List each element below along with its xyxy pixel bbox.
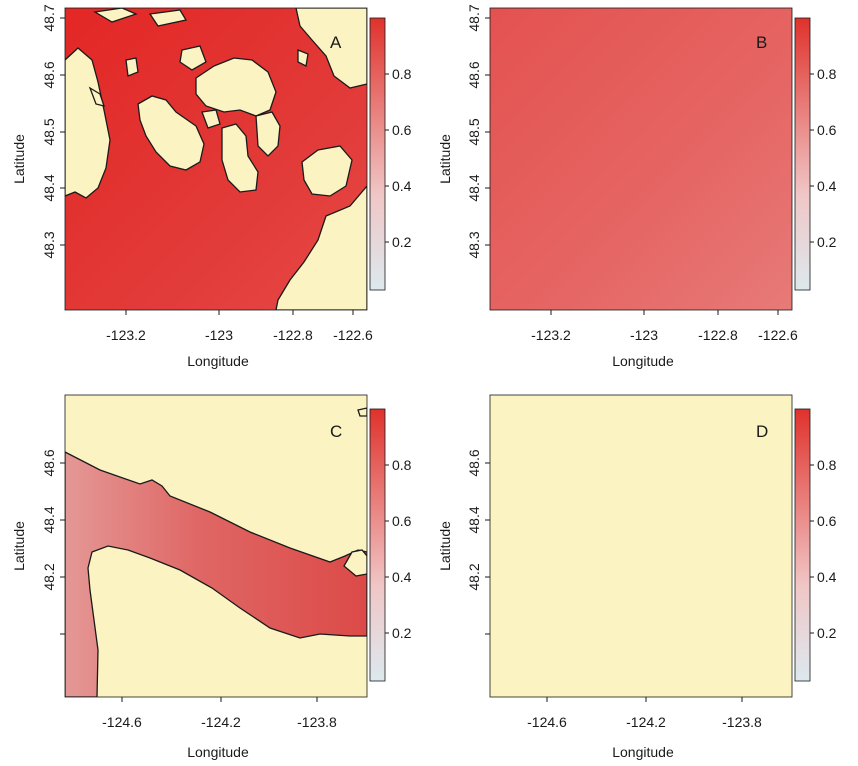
panel-a-cbar-tick-2: 0.6 xyxy=(392,122,412,138)
panel-a-x-axis: -123.2 -123 -122.8 -122.6 Longitude xyxy=(106,310,373,369)
panel-c-xtick-3: -123.8 xyxy=(297,714,337,730)
panel-a-ytick-2: 48.6 xyxy=(41,61,57,88)
panel-d-cbar-tick-3: 0.4 xyxy=(817,569,837,585)
panel-a-xtick-3: -122.8 xyxy=(273,327,313,343)
panel-b-ytick-3: 48.5 xyxy=(466,118,482,145)
panel-c-cbar-tick-1: 0.8 xyxy=(392,457,412,473)
panel-d-cbar-tick-2: 0.6 xyxy=(817,513,837,529)
panel-d-ytick-3: 48.2 xyxy=(466,563,482,590)
panel-d-y-axis: 48.6 48.4 48.2 Latitude xyxy=(437,449,490,634)
panel-c-letter: C xyxy=(330,422,342,441)
panel-c-cbar-tick-4: 0.2 xyxy=(392,625,412,641)
panel-c-y-axis: 48.6 48.4 48.2 Latitude xyxy=(11,449,65,634)
panel-a-ytick-5: 48.3 xyxy=(41,231,57,258)
panel-d-cbar-tick-1: 0.8 xyxy=(817,457,837,473)
panel-b-x-axis: -123.2 -123 -122.8 -122.6 Longitude xyxy=(531,310,798,369)
panel-c-y-label: Latitude xyxy=(11,521,27,571)
panel-a-cbar-tick-1: 0.8 xyxy=(392,66,412,82)
panel-b-x-label: Longitude xyxy=(612,353,674,369)
panel-b-cbar-tick-2: 0.6 xyxy=(817,122,837,138)
panel-d-xtick-3: -123.8 xyxy=(722,714,762,730)
panel-b-xtick-4: -122.6 xyxy=(758,327,798,343)
panel-b-ytick-2: 48.6 xyxy=(466,61,482,88)
panel-a-cbar-tick-4: 0.2 xyxy=(392,234,412,250)
panel-a: A 48.7 48.6 48.5 48.4 48.3 Latitude -123… xyxy=(11,4,412,369)
panel-c-xtick-1: -124.6 xyxy=(102,714,142,730)
panel-c-ytick-2: 48.4 xyxy=(41,506,57,533)
panel-d-cbar-tick-4: 0.2 xyxy=(817,625,837,641)
panel-a-y-axis: 48.7 48.6 48.5 48.4 48.3 Latitude xyxy=(11,4,65,258)
panel-b-xtick-1: -123.2 xyxy=(531,327,571,343)
panel-c-cbar-tick-3: 0.4 xyxy=(392,569,412,585)
land-islet-ne xyxy=(358,408,367,416)
panel-b-y-label: Latitude xyxy=(437,134,453,184)
panel-d-letter: D xyxy=(756,422,768,441)
panel-a-ytick-4: 48.4 xyxy=(41,174,57,201)
panel-d-x-axis: -124.6 -124.2 -123.8 Longitude xyxy=(527,697,762,760)
panel-d-xtick-2: -124.2 xyxy=(626,714,666,730)
panel-c-colorbar: 0.8 0.6 0.4 0.2 xyxy=(370,409,412,681)
panel-b-y-axis: 48.7 48.6 48.5 48.4 48.3 Latitude xyxy=(437,4,490,258)
panel-c-xtick-2: -124.2 xyxy=(201,714,241,730)
land-islet-4 xyxy=(126,58,138,76)
panel-d: D 48.6 48.4 48.2 Latitude -124.6 -124.2 … xyxy=(437,395,837,760)
panel-a-ytick-1: 48.7 xyxy=(41,4,57,31)
panel-d-y-label: Latitude xyxy=(437,521,453,571)
panel-b-cbar-tick-4: 0.2 xyxy=(817,234,837,250)
panel-d-ytick-1: 48.6 xyxy=(466,449,482,476)
panel-b-xtick-3: -122.8 xyxy=(698,327,738,343)
panel-d-x-label: Longitude xyxy=(612,744,674,760)
panel-a-y-label: Latitude xyxy=(11,134,27,184)
panel-d-ytick-2: 48.4 xyxy=(466,506,482,533)
panel-c-cbar-tick-2: 0.6 xyxy=(392,513,412,529)
panel-b-letter: B xyxy=(756,33,767,52)
panel-a-x-label: Longitude xyxy=(187,353,249,369)
panel-b: B 48.7 48.6 48.5 48.4 48.3 Latitude -123… xyxy=(437,4,837,369)
panel-a-ytick-3: 48.5 xyxy=(41,118,57,145)
panel-b-colorbar: 0.8 0.6 0.4 0.2 xyxy=(795,18,837,290)
panel-c-x-axis: -124.6 -124.2 -123.8 Longitude xyxy=(102,697,337,760)
panel-b-cbar-tick-3: 0.4 xyxy=(817,178,837,194)
panel-a-colorbar: 0.8 0.6 0.4 0.2 xyxy=(370,18,412,290)
panel-c: C 48.6 48.4 48.2 Latitude -124.6 -124.2 … xyxy=(11,395,412,760)
panel-b-ytick-4: 48.4 xyxy=(466,174,482,201)
panel-b-xtick-2: -123 xyxy=(630,327,658,343)
panel-b-ytick-5: 48.3 xyxy=(466,231,482,258)
panel-b-ytick-1: 48.7 xyxy=(466,4,482,31)
panel-a-xtick-1: -123.2 xyxy=(106,327,146,343)
panel-c-ytick-1: 48.6 xyxy=(41,449,57,476)
panel-c-x-label: Longitude xyxy=(187,744,249,760)
panel-c-ytick-3: 48.2 xyxy=(41,563,57,590)
panel-d-colorbar: 0.8 0.6 0.4 0.2 xyxy=(795,409,837,681)
panel-a-xtick-4: -122.6 xyxy=(333,327,373,343)
panel-d-xtick-1: -124.6 xyxy=(527,714,567,730)
panel-b-water xyxy=(490,8,792,310)
panel-a-cbar-tick-3: 0.4 xyxy=(392,178,412,194)
panel-a-xtick-2: -123 xyxy=(205,327,233,343)
panel-d-land-background xyxy=(490,395,792,697)
panel-a-letter: A xyxy=(330,33,342,52)
panel-b-cbar-tick-1: 0.8 xyxy=(817,66,837,82)
